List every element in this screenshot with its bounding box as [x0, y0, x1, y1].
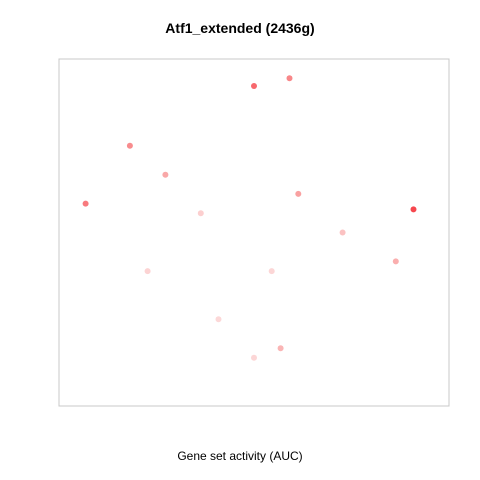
- scatter-point: [144, 268, 151, 275]
- scatter-point: [162, 171, 169, 178]
- x-axis-label: Gene set activity (AUC): [177, 449, 303, 463]
- scatter-point: [197, 210, 204, 217]
- scatter-point: [251, 83, 257, 89]
- scatter-point: [339, 229, 346, 236]
- scatter-point: [295, 190, 302, 197]
- scatter-point: [82, 200, 89, 207]
- points-layer: [82, 75, 417, 361]
- scatter-point: [277, 345, 284, 352]
- scatter-point: [215, 316, 222, 323]
- scatter-point: [126, 142, 133, 149]
- scatter-point: [251, 354, 257, 361]
- scatter-point: [410, 206, 417, 213]
- scatter-point: [392, 258, 399, 265]
- scatter-point: [268, 268, 275, 275]
- chart-title: Atf1_extended (2436g): [165, 20, 315, 36]
- scatter-point: [286, 75, 293, 82]
- plot-frame: [58, 58, 450, 407]
